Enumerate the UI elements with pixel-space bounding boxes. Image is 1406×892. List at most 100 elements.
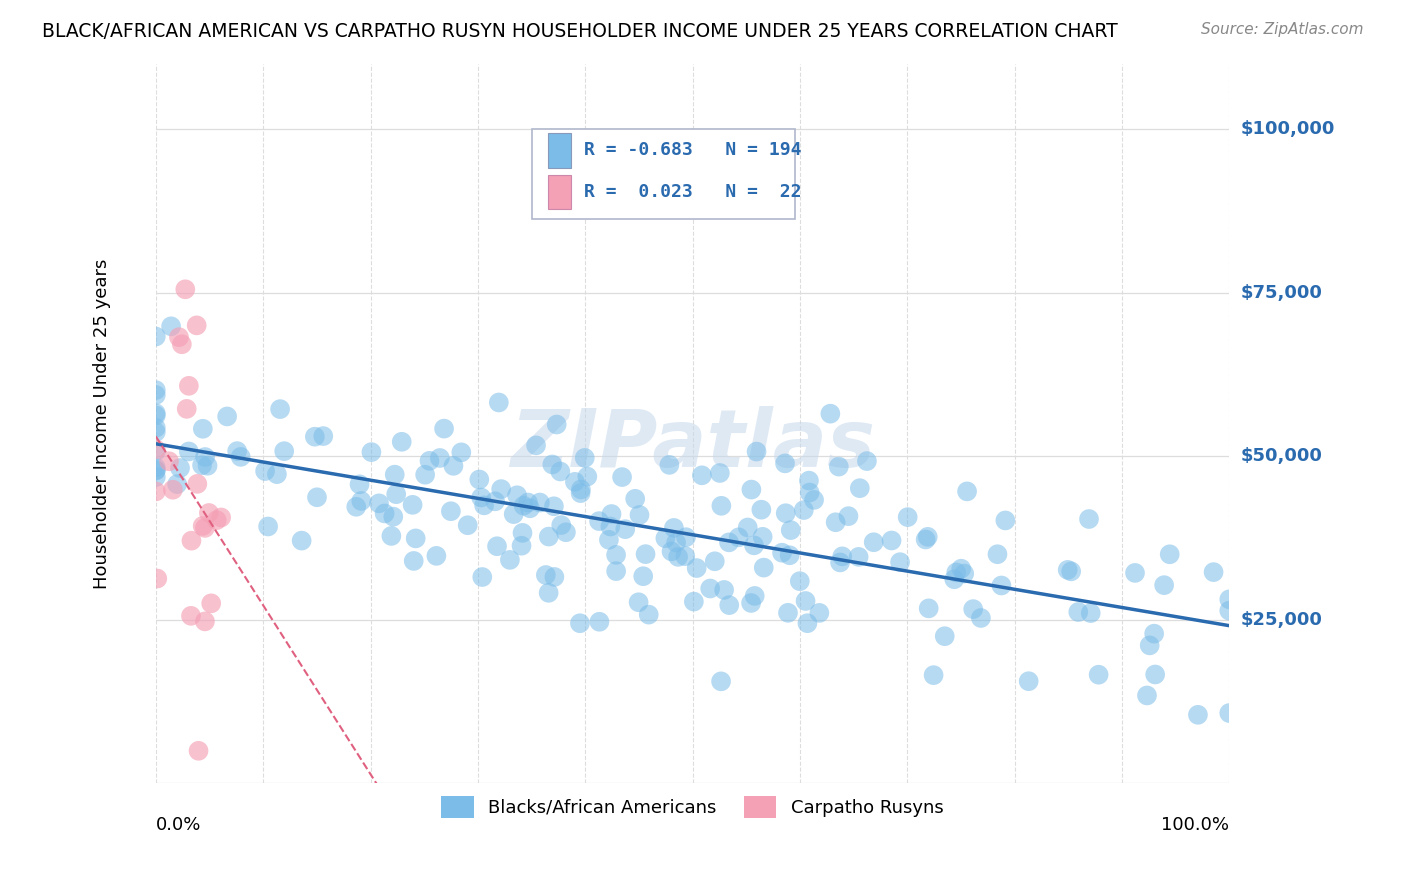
Point [510, 539, 533, 553]
Point [305, 490, 328, 504]
Point [889, 555, 911, 569]
Point [658, 458, 681, 472]
Point [685, 561, 707, 575]
Point [145, 425, 167, 439]
Point [391, 434, 413, 449]
Point [564, 475, 586, 489]
Point [794, 594, 817, 608]
Text: $100,000: $100,000 [1240, 120, 1334, 138]
Point [145, 388, 167, 402]
Point [1159, 547, 1181, 561]
Point [1187, 707, 1209, 722]
Point [145, 421, 167, 435]
Point [808, 606, 831, 620]
Text: Source: ZipAtlas.com: Source: ZipAtlas.com [1201, 22, 1364, 37]
Point [541, 458, 564, 472]
Point [718, 598, 741, 612]
Point [405, 532, 427, 546]
Point [824, 515, 846, 529]
Point [599, 519, 621, 533]
Point [191, 519, 214, 533]
Point [413, 467, 436, 482]
Point [600, 507, 623, 521]
Point [506, 488, 529, 502]
Point [382, 509, 405, 524]
Point [803, 492, 825, 507]
Point [546, 417, 568, 432]
Point [770, 546, 793, 560]
Point [550, 518, 572, 533]
Point [709, 466, 731, 480]
Point [180, 533, 202, 548]
Point [828, 556, 851, 570]
Text: $75,000: $75,000 [1240, 284, 1322, 302]
Point [194, 450, 217, 464]
Point [1143, 626, 1166, 640]
Point [146, 572, 169, 586]
Point [831, 549, 853, 564]
Point [312, 429, 335, 443]
Point [402, 554, 425, 568]
Point [862, 535, 884, 549]
Point [713, 582, 735, 597]
Point [198, 506, 221, 520]
Point [273, 444, 295, 458]
Point [145, 463, 167, 477]
Point [779, 548, 801, 562]
Point [440, 504, 463, 518]
Point [962, 602, 984, 616]
Point [254, 464, 277, 478]
Point [574, 450, 596, 465]
Point [569, 486, 592, 500]
Point [745, 444, 768, 458]
Point [157, 454, 180, 468]
Point [534, 568, 557, 582]
Point [1087, 667, 1109, 681]
Point [605, 564, 627, 578]
Point [197, 458, 219, 473]
Point [752, 560, 775, 574]
Point [349, 477, 371, 491]
Point [360, 445, 382, 459]
Point [145, 460, 167, 475]
Point [605, 548, 627, 562]
Point [167, 330, 190, 344]
Point [145, 383, 167, 397]
Point [662, 521, 685, 535]
Point [634, 547, 657, 561]
Point [751, 502, 773, 516]
Point [291, 533, 314, 548]
Point [569, 483, 592, 497]
Point [191, 422, 214, 436]
Point [956, 484, 979, 499]
Point [194, 521, 217, 535]
Point [588, 514, 610, 528]
Point [160, 319, 183, 334]
Point [186, 318, 208, 333]
Text: R =  0.023   N =  22: R = 0.023 N = 22 [583, 183, 801, 201]
Point [489, 482, 512, 496]
Point [675, 530, 697, 544]
Point [554, 525, 576, 540]
Point [828, 459, 851, 474]
Point [631, 569, 654, 583]
Point [793, 503, 815, 517]
Point [945, 566, 967, 580]
Point [350, 494, 373, 508]
Point [257, 519, 280, 533]
Point [484, 494, 506, 508]
Point [914, 533, 936, 547]
Point [953, 566, 976, 581]
Text: 0.0%: 0.0% [156, 816, 201, 834]
Point [269, 402, 291, 417]
Point [1202, 565, 1225, 579]
Point [994, 513, 1017, 527]
Point [145, 464, 167, 478]
Point [304, 430, 326, 444]
Point [627, 595, 650, 609]
Point [486, 539, 509, 553]
Point [266, 467, 288, 482]
Point [773, 456, 796, 470]
Point [543, 500, 565, 514]
Point [751, 530, 773, 544]
